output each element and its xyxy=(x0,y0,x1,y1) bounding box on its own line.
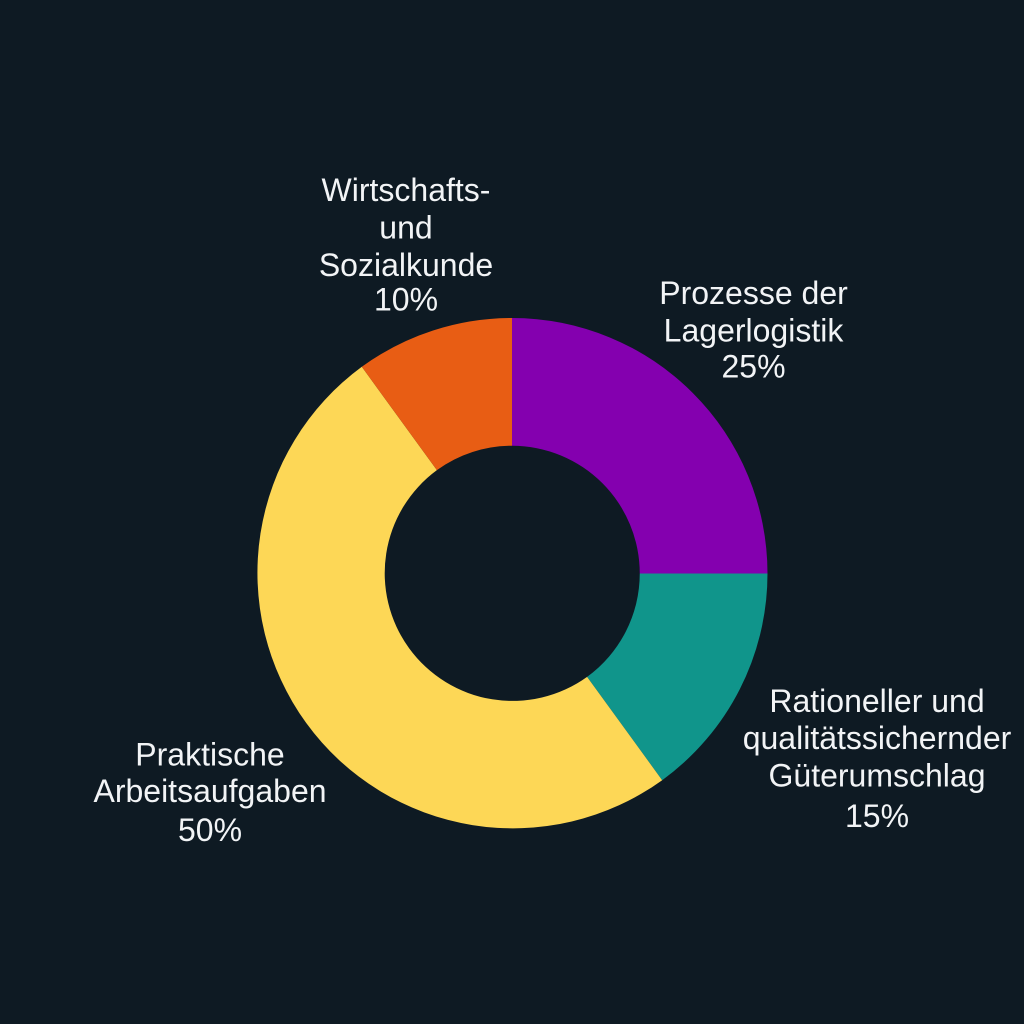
svg-text:Wirtschafts-: Wirtschafts- xyxy=(322,172,491,208)
svg-text:25%: 25% xyxy=(721,348,785,384)
svg-text:und: und xyxy=(379,209,432,245)
svg-text:qualitätssichernder: qualitätssichernder xyxy=(743,720,1012,756)
svg-text:Arbeitsaufgaben: Arbeitsaufgaben xyxy=(93,773,326,809)
svg-text:15%: 15% xyxy=(845,798,909,834)
svg-text:Lagerlogistik: Lagerlogistik xyxy=(664,312,845,348)
svg-text:Rationeller und: Rationeller und xyxy=(769,683,984,719)
svg-text:Prozesse der: Prozesse der xyxy=(659,275,848,311)
svg-text:Güterumschlag: Güterumschlag xyxy=(769,758,986,794)
svg-text:50%: 50% xyxy=(178,812,242,848)
svg-text:Praktische: Praktische xyxy=(135,736,284,772)
svg-text:Sozialkunde: Sozialkunde xyxy=(319,247,493,283)
svg-text:10%: 10% xyxy=(374,281,438,317)
